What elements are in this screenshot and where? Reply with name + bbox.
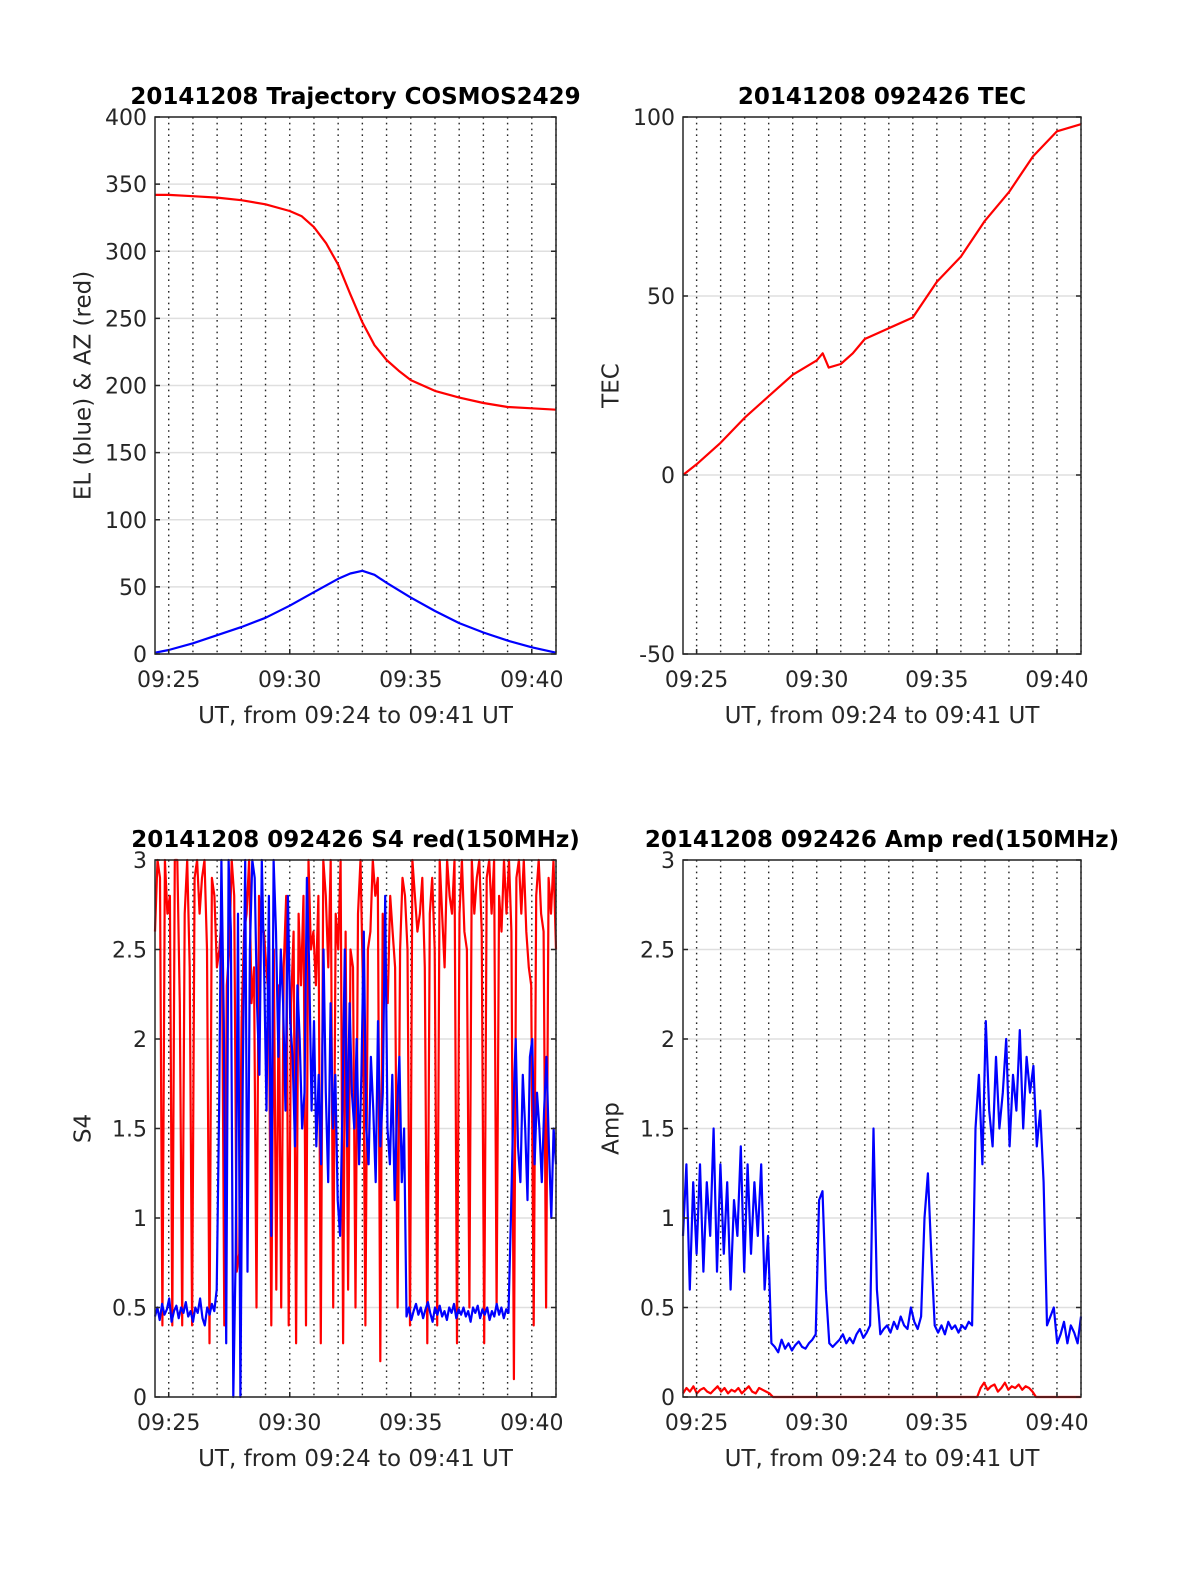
chart-1-ytick-label-6: 300 xyxy=(105,240,147,265)
chart-2-ytick-label-3: 100 xyxy=(633,106,675,131)
chart-1-series-2 xyxy=(154,569,557,654)
chart-4-ytick-label-1: 0.5 xyxy=(640,1297,675,1322)
chart-3-ytick-label-1: 0.5 xyxy=(112,1297,147,1322)
chart-4-ylabel: Amp xyxy=(599,1102,625,1155)
chart-1-ytick-label-4: 200 xyxy=(105,375,147,400)
chart-2-xtick-label-1: 09:30 xyxy=(785,668,848,693)
chart-3-xtick-label-1: 09:30 xyxy=(258,1411,321,1436)
chart-4-ytick-label-0: 0 xyxy=(661,1386,675,1411)
chart-4-ytick-label-3: 1.5 xyxy=(640,1118,675,1143)
chart-1-title: 20141208 Trajectory COSMOS2429 xyxy=(130,84,580,110)
chart-2-xlabel: UT, from 09:24 to 09:41 UT xyxy=(725,703,1041,729)
chart-1-ytick-label-2: 100 xyxy=(105,509,147,534)
chart-2-ytick-label-1: 0 xyxy=(661,464,675,489)
chart-2-axes-box xyxy=(682,116,1082,655)
chart-2: -50 0 50 100 09:25 09:30 09:35 09:40 20141208 09… xyxy=(599,84,1089,729)
chart-3-xtick-label-2: 09:35 xyxy=(379,1411,442,1436)
chart-1-ytick-label-5: 250 xyxy=(105,307,147,332)
chart-4-series-1 xyxy=(681,1020,1083,1354)
chart-4: 0 0.5 1 1.5 2 2.5 3 09:25 09:30 09:35 09:40 2014120… xyxy=(599,827,1120,1472)
chart-4-series-2 xyxy=(682,1381,1081,1399)
chart-4-xtick-label-3: 09:40 xyxy=(1025,1411,1088,1436)
chart-1-series-1 xyxy=(155,193,557,411)
chart-1-ytick-label-8: 400 xyxy=(105,106,147,131)
chart-3-xtick-label-0: 09:25 xyxy=(137,1411,200,1436)
chart-3-xlabel: UT, from 09:24 to 09:41 UT xyxy=(198,1446,514,1472)
chart-3-title: 20141208 092426 S4 red(150MHz) xyxy=(131,827,580,853)
chart-2-title: 20141208 092426 TEC xyxy=(738,84,1026,110)
chart-4-ytick-label-6: 3 xyxy=(661,849,675,874)
chart-2-ytick-label-0: -50 xyxy=(639,643,675,668)
chart-3-ytick-label-6: 3 xyxy=(133,849,147,874)
chart-1-xtick-label-0: 09:25 xyxy=(137,668,200,693)
chart-4-ytick-label-2: 1 xyxy=(661,1207,675,1232)
chart-2-ylabel: TEC xyxy=(599,363,625,409)
chart-1-xtick-label-1: 09:30 xyxy=(258,668,321,693)
chart-2-xtick-label-2: 09:35 xyxy=(905,668,968,693)
chart-2-series-1 xyxy=(682,123,1082,476)
chart-3: 0 0.5 1 1.5 2 2.5 3 09:25 09:30 09:35 09:40 2014120… xyxy=(71,827,580,1472)
chart-1-ytick-label-0: 0 xyxy=(133,643,147,668)
chart-2-xtick-label-3: 09:40 xyxy=(1025,668,1088,693)
chart-4-xlabel: UT, from 09:24 to 09:41 UT xyxy=(725,1446,1041,1472)
chart-3-ylabel: S4 xyxy=(71,1114,97,1143)
chart-4-xtick-label-0: 09:25 xyxy=(665,1411,728,1436)
chart-1: 0 50 100 150 200 250 300 350 400 09:25 09:30 09:35 0… xyxy=(71,84,581,729)
chart-3-ytick-label-0: 0 xyxy=(133,1386,147,1411)
chart-4-title: 20141208 092426 Amp red(150MHz) xyxy=(645,827,1119,853)
chart-4-xtick-label-2: 09:35 xyxy=(905,1411,968,1436)
chart-2-ytick-label-2: 50 xyxy=(647,285,675,310)
chart-4-ytick-label-5: 2.5 xyxy=(640,939,675,964)
chart-1-ytick-label-1: 50 xyxy=(119,576,147,601)
chart-4-ytick-label-4: 2 xyxy=(661,1028,675,1053)
chart-3-xtick-label-3: 09:40 xyxy=(500,1411,563,1436)
chart-1-xlabel: UT, from 09:24 to 09:41 UT xyxy=(198,703,514,729)
chart-3-series-2 xyxy=(153,858,558,1399)
chart-4-xtick-label-1: 09:30 xyxy=(785,1411,848,1436)
chart-1-xtick-label-2: 09:35 xyxy=(379,668,442,693)
chart-3-ytick-label-5: 2.5 xyxy=(112,939,147,964)
chart-1-ytick-label-3: 150 xyxy=(105,442,147,467)
chart-3-ytick-label-4: 2 xyxy=(133,1028,147,1053)
chart-1-ylabel: EL (blue) & AZ (red) xyxy=(71,271,97,500)
chart-2-xtick-label-0: 09:25 xyxy=(665,668,728,693)
chart-3-ytick-label-2: 1 xyxy=(133,1207,147,1232)
chart-3-ytick-label-3: 1.5 xyxy=(112,1118,147,1143)
chart-1-xtick-label-3: 09:40 xyxy=(500,668,563,693)
chart-1-ytick-label-7: 350 xyxy=(105,173,147,198)
